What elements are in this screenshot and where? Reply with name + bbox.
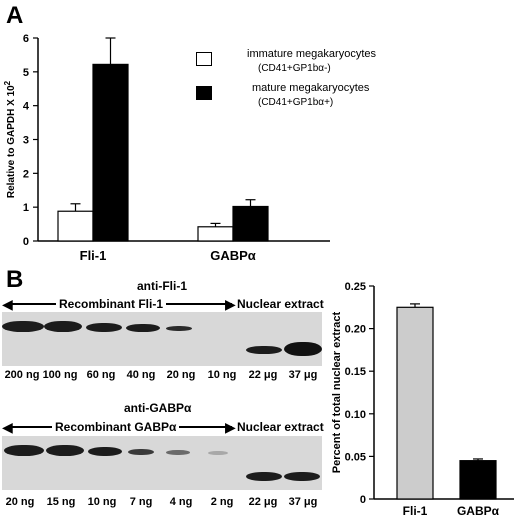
blot2-lane-label: 10 ng (87, 496, 117, 508)
blot2-lane-label: 37 μg (288, 496, 318, 508)
y-tick-label: 2 (23, 168, 29, 180)
blot1-image (2, 312, 322, 366)
blot1-band-3 (86, 323, 122, 332)
blot2-title: anti-GABPα (124, 401, 192, 415)
chart-b: 0 0.05 0.10 0.15 0.20 0.25 Percent of total nu… (331, 281, 514, 516)
y-tick-label: 0.15 (345, 366, 366, 378)
panel-b-letter: B (6, 266, 24, 293)
legend-mature-label: mature megakaryocytes (252, 82, 370, 94)
bar-0-0 (57, 210, 94, 242)
blot1-lane-label: 22 μg (248, 369, 278, 381)
blot1-nuclear-label: Nuclear extract (237, 297, 324, 311)
x-category-label: GABPα (210, 248, 256, 263)
blot2-arrow-left-icon: ◀ (2, 419, 13, 435)
y-tick-label: 3 (23, 135, 29, 147)
y-tick-label: 0.05 (345, 451, 366, 463)
blot2-band-nuclear-2 (284, 472, 320, 481)
legend-swatch-mature (196, 86, 212, 100)
bar-1 (459, 460, 497, 500)
blot2-image (2, 436, 322, 490)
y-tick-label: 1 (23, 202, 29, 214)
blot2-band-5 (166, 450, 190, 455)
y-tick-label: 0 (23, 236, 29, 248)
panel-a-letter: A (6, 2, 24, 29)
y-axis-label: Relative to GAPDH X 102 (3, 80, 17, 198)
y-tick-label: 0.10 (345, 409, 366, 421)
legend-swatch-immature (196, 52, 212, 66)
blot2-nuclear-label: Nuclear extract (237, 420, 324, 434)
x-category-label: Fli-1 (403, 504, 428, 516)
blot2-band-2 (46, 445, 84, 456)
blot2-lane-label: 20 ng (5, 496, 35, 508)
blot1-lane-label: 40 ng (126, 369, 156, 381)
y-axis-label: Percent of total nuclear extract (331, 311, 343, 473)
blot2-lane-label: 4 ng (169, 496, 193, 508)
blot1-title: anti-Fli-1 (137, 279, 187, 293)
legend-mature-sub: (CD41+GP1bα+) (258, 97, 334, 108)
blot1-lane-label: 10 ng (207, 369, 237, 381)
x-category-label: GABPα (457, 504, 500, 516)
blot2-lane-label: 2 ng (210, 496, 234, 508)
blot1-lane-label: 20 ng (166, 369, 196, 381)
blot1-band-1 (2, 321, 44, 332)
blot1-lane-label: 200 ng (4, 369, 40, 381)
legend-immature-sub: (CD41+GP1bα-) (258, 63, 331, 74)
blot2-lane-label: 7 ng (129, 496, 153, 508)
bar-1-1 (232, 205, 269, 242)
blot2-band-3 (88, 447, 122, 456)
blot2-lane-label: 22 μg (248, 496, 278, 508)
blot1-arrow-right-icon: ▶ (225, 296, 236, 312)
y-tick-label: 6 (23, 33, 29, 45)
blot1-lane-label: 60 ng (86, 369, 116, 381)
x-category-label: Fli-1 (80, 248, 107, 263)
bar-1-0 (92, 63, 129, 242)
y-tick-label: 0.25 (345, 281, 366, 293)
blot1-lane-label: 100 ng (42, 369, 78, 381)
y-tick-label: 4 (23, 101, 30, 113)
blot2-band-1 (4, 445, 44, 456)
blot2-arrow-right-icon: ▶ (225, 419, 236, 435)
blot2-band-4 (128, 449, 154, 455)
blot1-band-nuclear-2 (284, 342, 322, 356)
blot2-band-6 (208, 451, 228, 455)
blot2-band-nuclear-1 (246, 472, 282, 481)
legend-immature-label: immature megakaryocytes (247, 48, 376, 60)
blot2-lane-label: 15 ng (46, 496, 76, 508)
bar-0 (396, 306, 434, 500)
blot1-band-4 (126, 324, 160, 332)
blot1-band-nuclear-1 (246, 346, 282, 354)
blot1-arrow-left-icon: ◀ (2, 296, 13, 312)
blot1-band-2 (44, 321, 82, 332)
blot1-recombinant-label: Recombinant Fli-1 (56, 297, 167, 311)
chart-a: 0 1 2 3 4 5 6 Relative to GAPDH X 102 Fli-1 GABPα (3, 33, 330, 263)
y-tick-label: 5 (23, 67, 29, 79)
bar-0-1 (197, 226, 234, 242)
blot2-recombinant-label: Recombinant GABPα (52, 420, 180, 434)
blot1-lane-label: 37 μg (288, 369, 318, 381)
y-tick-label: 0.20 (345, 324, 366, 336)
blot1-band-5 (166, 326, 192, 331)
y-tick-label: 0 (360, 494, 366, 506)
